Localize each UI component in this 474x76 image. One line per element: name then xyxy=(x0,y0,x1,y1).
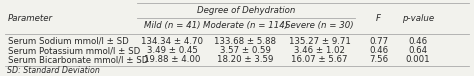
Text: 18.20 ± 3.59: 18.20 ± 3.59 xyxy=(217,55,273,64)
Text: 3.57 ± 0.59: 3.57 ± 0.59 xyxy=(219,46,271,55)
Text: Mild (n = 41): Mild (n = 41) xyxy=(144,21,200,30)
Text: Parameter: Parameter xyxy=(8,14,53,23)
Text: 135.27 ± 9.71: 135.27 ± 9.71 xyxy=(289,37,350,46)
Text: Degree of Dehydration: Degree of Dehydration xyxy=(197,6,295,15)
Text: 19.88 ± 4.00: 19.88 ± 4.00 xyxy=(144,55,200,64)
Text: 133.68 ± 5.88: 133.68 ± 5.88 xyxy=(214,37,276,46)
Text: Serum Potassium mmol/l ± SD: Serum Potassium mmol/l ± SD xyxy=(8,46,140,55)
Text: Serum Sodium mmol/l ± SD: Serum Sodium mmol/l ± SD xyxy=(8,37,128,46)
Text: 3.49 ± 0.45: 3.49 ± 0.45 xyxy=(146,46,197,55)
Text: SD: Standard Deviation: SD: Standard Deviation xyxy=(7,66,100,75)
Text: 16.07 ± 5.67: 16.07 ± 5.67 xyxy=(291,55,348,64)
Text: 7.56: 7.56 xyxy=(369,55,388,64)
Text: 3.46 ± 1.02: 3.46 ± 1.02 xyxy=(294,46,345,55)
Text: F: F xyxy=(376,14,381,23)
Text: Severe (n = 30): Severe (n = 30) xyxy=(285,21,354,30)
Text: 0.001: 0.001 xyxy=(406,55,430,64)
Text: Serum Bicarbonate mmol/l ± SD: Serum Bicarbonate mmol/l ± SD xyxy=(8,55,148,64)
Text: 0.77: 0.77 xyxy=(369,37,388,46)
Text: 0.46: 0.46 xyxy=(409,37,428,46)
Text: p-value: p-value xyxy=(402,14,434,23)
Text: 0.64: 0.64 xyxy=(409,46,428,55)
Text: 134.34 ± 4.70: 134.34 ± 4.70 xyxy=(141,37,203,46)
Text: 0.46: 0.46 xyxy=(369,46,388,55)
Text: Moderate (n = 114): Moderate (n = 114) xyxy=(202,21,288,30)
